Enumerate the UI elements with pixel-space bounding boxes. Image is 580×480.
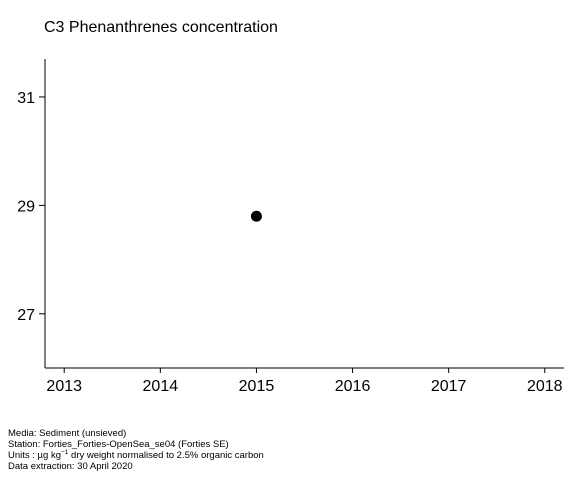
x-tick-label: 2013 [46, 378, 82, 395]
footnote-station: Station: Forties_Forties-OpenSea_se04 (F… [8, 439, 229, 450]
data-point [250, 210, 262, 222]
footnote-media: Media: Sediment (unsieved) [8, 428, 127, 439]
footnote-units: Units : µg kg−1 dry weight normalised to… [8, 449, 264, 461]
footnote-extraction: Data extraction: 30 April 2020 [8, 461, 133, 472]
units-exponent: −1 [61, 449, 69, 456]
chart-footnotes: Media: Sediment (unsieved) Station: Fort… [8, 428, 264, 472]
x-tick-label: 2017 [431, 378, 467, 395]
axes: 27 29 31 2013 2014 2015 2016 2017 2018 [17, 59, 564, 395]
x-tick-label: 2016 [335, 378, 371, 395]
y-tick-label: 29 [17, 198, 35, 215]
y-tick-label: 31 [17, 90, 35, 107]
chart-title: C3 Phenanthrenes concentration [44, 19, 278, 36]
data-points [250, 210, 262, 222]
units-prefix: Units : µg kg [8, 450, 61, 461]
units-suffix: dry weight normalised to 2.5% organic ca… [68, 450, 264, 461]
x-tick-label: 2018 [527, 378, 563, 395]
x-tick-label: 2014 [143, 378, 179, 395]
x-tick-label: 2015 [239, 378, 275, 395]
y-tick-label: 27 [17, 307, 35, 324]
